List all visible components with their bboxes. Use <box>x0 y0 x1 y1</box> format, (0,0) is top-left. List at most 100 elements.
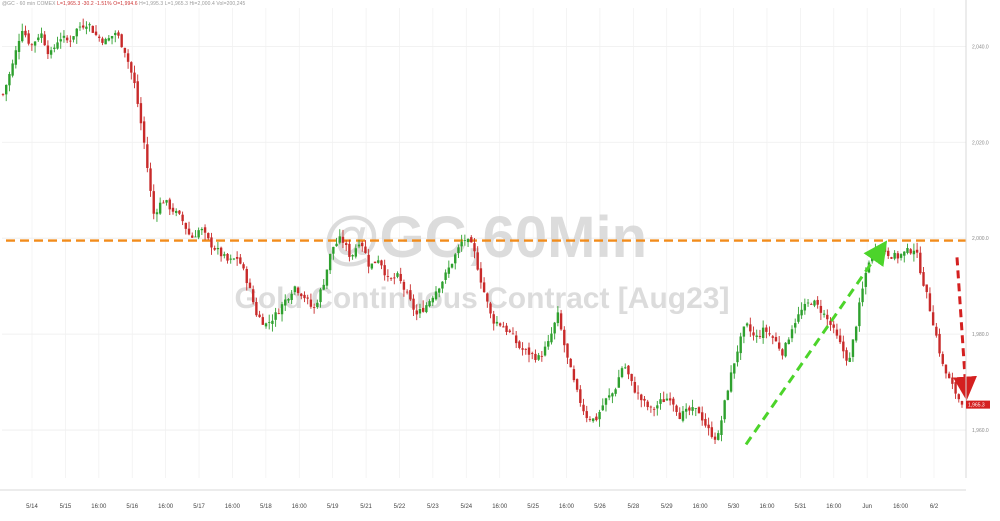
candle-body <box>874 250 877 252</box>
candle <box>649 405 653 413</box>
candle <box>627 365 630 380</box>
candle-body <box>832 324 835 328</box>
candle-body <box>200 228 204 231</box>
x-tick-label: 16:00 <box>91 504 107 510</box>
candle-body <box>203 227 207 233</box>
candle <box>582 398 585 416</box>
candle-body <box>207 233 210 239</box>
candle-body <box>181 214 184 222</box>
candle-body <box>880 246 884 250</box>
annotation-layer <box>744 240 977 446</box>
candle <box>27 29 30 46</box>
candle-body <box>325 269 329 286</box>
info-pct: -1.51% <box>95 1 112 7</box>
candle-body <box>819 305 823 313</box>
candle <box>101 36 104 46</box>
candle <box>845 347 848 366</box>
candle-body <box>611 393 614 397</box>
candle-body <box>268 322 271 323</box>
candle-body <box>691 407 694 411</box>
candle-body <box>277 313 281 314</box>
candle-body <box>470 237 473 243</box>
candle <box>826 309 829 327</box>
candle <box>53 44 56 53</box>
candle <box>373 261 377 264</box>
candle <box>396 271 399 279</box>
candle-body <box>226 253 229 261</box>
candle-body <box>136 81 139 104</box>
candle <box>65 35 69 44</box>
candle-body <box>33 41 37 46</box>
candle-body <box>235 257 239 259</box>
candle-body <box>229 258 232 260</box>
last-price-tag <box>966 400 990 409</box>
candle-body <box>303 294 306 299</box>
watermark-symbol: @GC,60Min <box>323 205 647 270</box>
candle <box>656 400 659 416</box>
candle-body <box>652 408 656 410</box>
candle <box>726 389 730 401</box>
candle <box>361 241 364 252</box>
candle <box>261 313 264 325</box>
candle-body <box>322 284 325 290</box>
candle <box>492 310 495 331</box>
candle-body <box>56 42 59 49</box>
candle <box>563 326 566 353</box>
candle-body <box>537 355 540 360</box>
candle <box>21 23 24 43</box>
candle-body <box>120 34 123 48</box>
candle <box>745 322 749 328</box>
candle <box>893 250 896 261</box>
candle-body <box>518 341 521 348</box>
watermark: @GC,60Min Gold Continuous Contract [Aug2… <box>235 205 730 315</box>
candle <box>486 292 489 308</box>
candle <box>591 418 595 423</box>
x-tick-label: 5/25 <box>527 504 539 510</box>
candle-body <box>11 63 14 76</box>
candle-body <box>5 84 8 95</box>
candle-body <box>338 236 341 243</box>
candle-body <box>332 246 335 254</box>
candle <box>749 317 752 337</box>
candle-body <box>191 235 194 238</box>
candle-body <box>418 309 422 314</box>
candle <box>659 393 662 410</box>
candle <box>251 285 255 305</box>
candle <box>694 407 697 417</box>
candle <box>178 210 181 215</box>
candle <box>415 304 418 321</box>
candle-body <box>454 254 457 264</box>
candle-body <box>489 303 492 314</box>
candle <box>707 417 710 436</box>
candle <box>919 246 922 275</box>
candle-body <box>425 305 428 313</box>
candle <box>752 326 755 341</box>
candle-body <box>155 212 159 215</box>
candle <box>59 32 62 49</box>
candle <box>158 197 162 215</box>
candle-body <box>678 412 681 420</box>
candle-body <box>139 103 143 124</box>
candle <box>98 34 101 42</box>
candle <box>14 45 18 69</box>
candle <box>531 351 534 360</box>
candle-body <box>784 342 787 357</box>
candle-body <box>941 354 944 364</box>
candle-body <box>803 303 807 311</box>
candle <box>341 229 345 249</box>
candle <box>165 199 168 206</box>
candle-body <box>870 252 874 262</box>
candle-body <box>187 228 191 235</box>
candle <box>248 278 252 289</box>
candle <box>925 284 928 299</box>
x-tick-label: 5/22 <box>394 504 406 510</box>
candle-body <box>601 405 604 411</box>
candle-body <box>877 247 880 250</box>
candle <box>598 409 601 427</box>
candle-body <box>620 368 624 378</box>
y-tick-label: 1,980.0 <box>972 332 989 338</box>
candle-body <box>697 407 701 414</box>
candle-body <box>858 302 861 327</box>
candle-body <box>524 348 527 350</box>
candle <box>928 287 932 312</box>
